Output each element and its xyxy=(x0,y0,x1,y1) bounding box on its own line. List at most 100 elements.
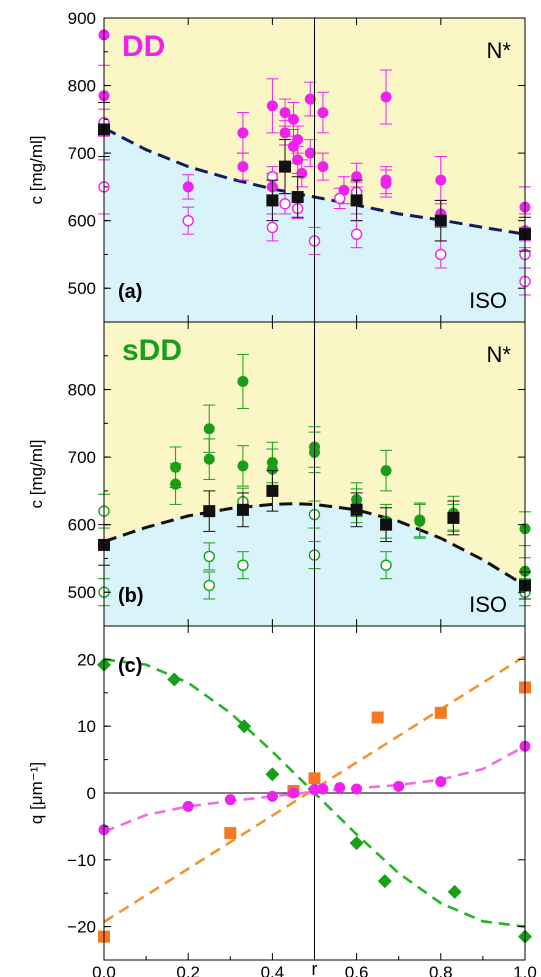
panel-b-y-axis-label: c [mg/ml] xyxy=(27,440,46,509)
b-s2-point-5 xyxy=(380,518,393,531)
a-s1-point-8 xyxy=(334,192,346,205)
x-axis-label: r xyxy=(312,959,318,977)
a-s0-point-23 xyxy=(380,178,392,190)
c-s0-point-5 xyxy=(349,836,364,851)
a-ytick-label-1: 600 xyxy=(68,212,96,231)
b-ytick-label-0: 500 xyxy=(68,583,96,602)
b-s0-point-15 xyxy=(414,515,426,527)
c-s2-point-8 xyxy=(351,783,363,795)
a-s1-point-9 xyxy=(350,228,363,240)
panel-a-label: (a) xyxy=(118,281,142,303)
b-s2-point-1 xyxy=(203,505,216,518)
a-s2-point-4 xyxy=(350,194,363,207)
a-s1-point-5 xyxy=(279,198,291,210)
panel-c-pitch: 20 10 0 −10 −20 0.0 0.2 0.4 0.6 0.8 1.0 (c) q [μm⁻… xyxy=(27,625,537,977)
b-s1-point-3-ring xyxy=(203,579,215,592)
b-ytick-label-1: 600 xyxy=(68,516,96,535)
a-s0-point-8 xyxy=(279,127,291,139)
b-s2-point-2 xyxy=(236,503,249,516)
c-s1-point-4 xyxy=(371,711,384,724)
a-s0-point-3 xyxy=(237,127,249,139)
b-s0-point-12 xyxy=(380,465,392,477)
panel-a-iso-label: ISO xyxy=(469,288,507,313)
c-s1-point-3 xyxy=(308,772,321,785)
a-s1-point-8-ring xyxy=(334,192,346,205)
a-s0-point-4 xyxy=(237,161,249,173)
a-s1-point-2 xyxy=(182,214,194,227)
a-s0-point-19 xyxy=(351,171,363,183)
c-s0-point-6 xyxy=(377,874,392,889)
panel-b-ticks: 500 600 700 800 xyxy=(68,321,526,627)
c-s2-point-9 xyxy=(393,780,405,792)
x-tick-label-1: 0.2 xyxy=(176,963,200,977)
b-s0-point-5 xyxy=(237,460,249,472)
b-s1-point-5-ring xyxy=(237,559,249,571)
b-s1-point-3 xyxy=(203,579,215,592)
x-tick-label-0: 0.0 xyxy=(92,963,116,977)
c-s2-point-6 xyxy=(317,783,329,795)
c-s0-point-2 xyxy=(237,719,252,734)
b-s0-point-7 xyxy=(266,463,278,475)
panel-b-iso-label: ISO xyxy=(469,592,507,617)
b-ytick-label-2: 700 xyxy=(68,448,96,467)
b-s2-point-4 xyxy=(350,503,363,516)
a-s0-point-11 xyxy=(292,134,304,146)
a-s1-point-11-ring xyxy=(435,248,447,261)
a-s1-point-5-ring xyxy=(279,198,291,210)
a-s0-point-5 xyxy=(266,100,278,112)
b-s0-point-2 xyxy=(203,423,215,435)
panel-a-title: DD xyxy=(122,30,165,63)
c-ytick-label-4: −20 xyxy=(67,918,96,937)
panel-c-label: (c) xyxy=(118,655,142,677)
a-s0-point-15 xyxy=(304,147,316,159)
c-s1-point-1 xyxy=(224,827,237,840)
c-s0-point-1 xyxy=(167,672,182,687)
panel-c-ticks: 20 10 0 −10 −20 0.0 0.2 0.4 0.6 0.8 1.0 xyxy=(67,625,537,977)
panel-b-label: (b) xyxy=(118,585,144,607)
a-s0-point-17 xyxy=(317,161,329,173)
a-s1-point-2-ring xyxy=(182,214,194,227)
a-s2-point-5 xyxy=(434,214,447,227)
a-ytick-label-3: 800 xyxy=(68,77,96,96)
a-s0-point-21 xyxy=(380,91,392,103)
b-s2-point-3 xyxy=(266,484,279,497)
panel-b-sdd: 500 600 700 800 sDD N* ISO (b) c [mg/ml] xyxy=(27,321,531,627)
b-s0-point-3 xyxy=(203,453,215,465)
c-s2-point-7 xyxy=(334,782,346,794)
a-s0-point-16 xyxy=(317,107,329,119)
a-s0-point-2 xyxy=(182,181,194,193)
c-s2-point-1 xyxy=(182,800,194,812)
b-s1-point-2-ring xyxy=(203,550,215,563)
c-s2-point-2 xyxy=(224,794,236,806)
b-ytick-label-3: 800 xyxy=(68,381,96,400)
c-fit-line-1 xyxy=(103,655,526,923)
panel-b-title: sDD xyxy=(122,334,182,367)
b-s1-point-5 xyxy=(237,559,249,571)
b-s0-point-1 xyxy=(170,478,182,490)
b-s1-point-2 xyxy=(203,550,215,563)
c-s0-point-7 xyxy=(447,884,462,899)
a-ytick-label-0: 500 xyxy=(68,279,96,298)
c-ytick-label-1: 10 xyxy=(77,717,96,736)
c-s2-point-10 xyxy=(435,776,447,788)
a-s0-point-24 xyxy=(435,174,447,186)
panel-a-ticks: 500 600 700 800 900 xyxy=(68,9,526,323)
a-s1-point-9-ring xyxy=(350,228,363,240)
panel-a-nematic-label: N* xyxy=(487,38,512,63)
x-tick-label-4: 0.8 xyxy=(429,963,453,977)
x-tick-label-5: 1.0 xyxy=(513,963,537,977)
b-fit-line xyxy=(103,502,526,587)
c-s2-point-5 xyxy=(309,784,320,796)
a-s2-point-1 xyxy=(266,194,279,207)
a-s1-point-11 xyxy=(435,248,447,261)
a-s1-point-3 xyxy=(266,221,279,234)
a-s0-point-7 xyxy=(279,107,291,119)
c-ytick-label-2: 0 xyxy=(87,784,96,803)
b-s2-point-6 xyxy=(447,511,460,524)
c-fit-line-2 xyxy=(103,745,526,833)
x-tick-label-3: 0.6 xyxy=(345,963,369,977)
b-s0-point-4 xyxy=(237,375,249,387)
c-s2-point-3 xyxy=(266,790,278,802)
c-s0-point-3 xyxy=(265,767,280,782)
